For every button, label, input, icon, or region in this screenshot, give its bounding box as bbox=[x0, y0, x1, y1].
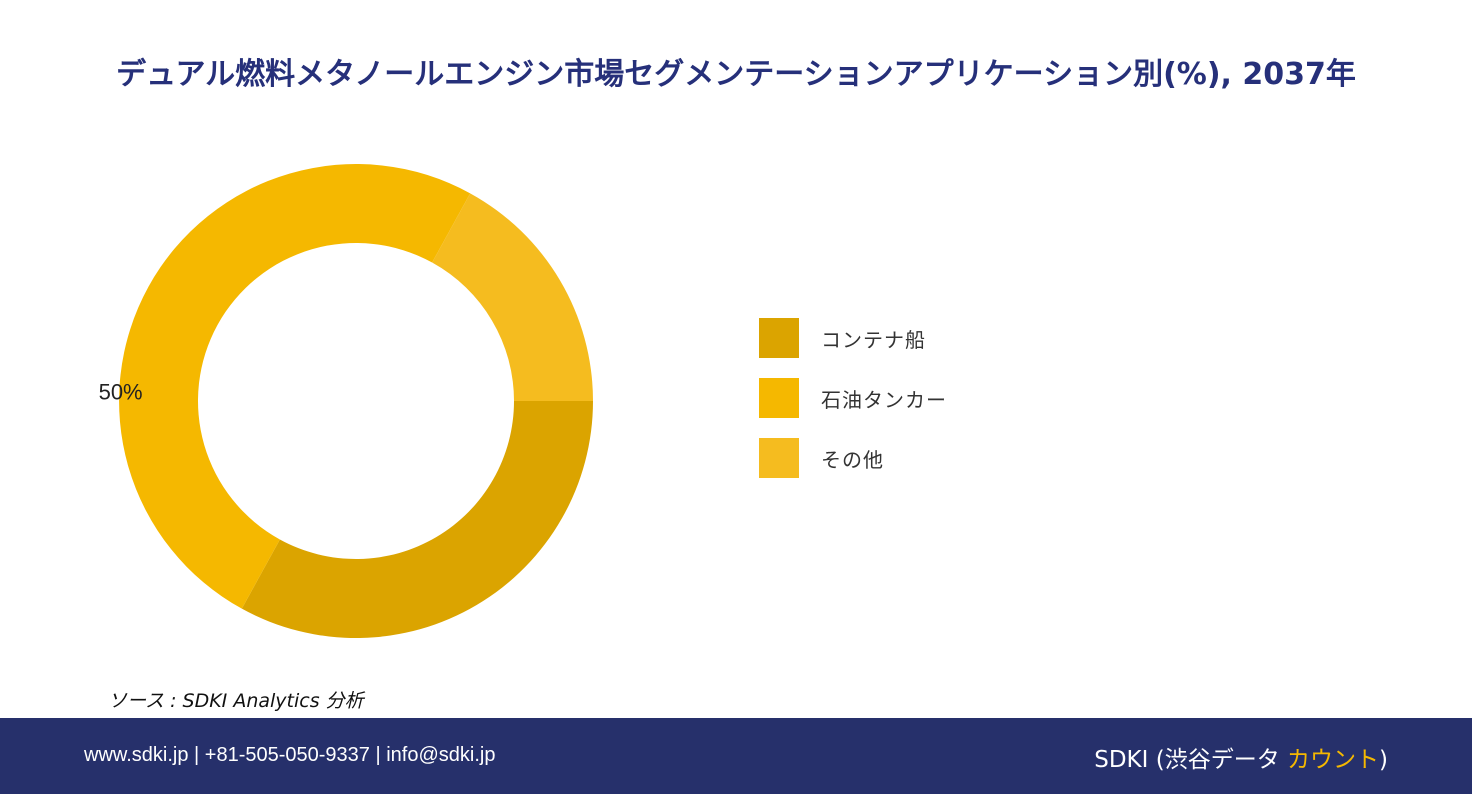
brand-logo: SDKI (渋谷データ カウント) bbox=[1094, 740, 1388, 774]
donut-slice-0[interactable] bbox=[241, 401, 593, 638]
brand-main: SDKI (渋谷データ bbox=[1094, 747, 1288, 773]
chart-title: デュアル燃料メタノールエンジン市場セグメンテーションアプリケーション別(%), … bbox=[116, 57, 1356, 92]
donut-data-labels: 50% bbox=[99, 379, 143, 404]
legend-item-oil-tanker[interactable]: 石油タンカー bbox=[759, 378, 947, 418]
legend-label: コンテナ船 bbox=[821, 327, 926, 352]
brand-accent: カウント bbox=[1287, 747, 1380, 773]
legend-label: その他 bbox=[821, 447, 884, 472]
legend-swatch bbox=[759, 378, 799, 418]
data-label-1: 50% bbox=[99, 379, 143, 404]
footer-contact[interactable]: www.sdki.jp | +81-505-050-9337 | info@sd… bbox=[84, 744, 496, 766]
source-note: ソース : SDKI Analytics 分析 bbox=[108, 690, 364, 712]
footer-bar: www.sdki.jp | +81-505-050-9337 | info@sd… bbox=[0, 718, 1472, 794]
donut-slice-1[interactable] bbox=[119, 164, 471, 609]
legend-item-container-ship[interactable]: コンテナ船 bbox=[759, 318, 947, 358]
donut-slices bbox=[119, 164, 593, 638]
legend-label: 石油タンカー bbox=[821, 387, 947, 412]
donut-slice-2[interactable] bbox=[432, 193, 593, 401]
legend-swatch bbox=[759, 318, 799, 358]
legend: コンテナ船 石油タンカー その他 bbox=[759, 318, 947, 498]
brand-close: ) bbox=[1379, 747, 1388, 773]
legend-item-other[interactable]: その他 bbox=[759, 438, 947, 478]
legend-swatch bbox=[759, 438, 799, 478]
